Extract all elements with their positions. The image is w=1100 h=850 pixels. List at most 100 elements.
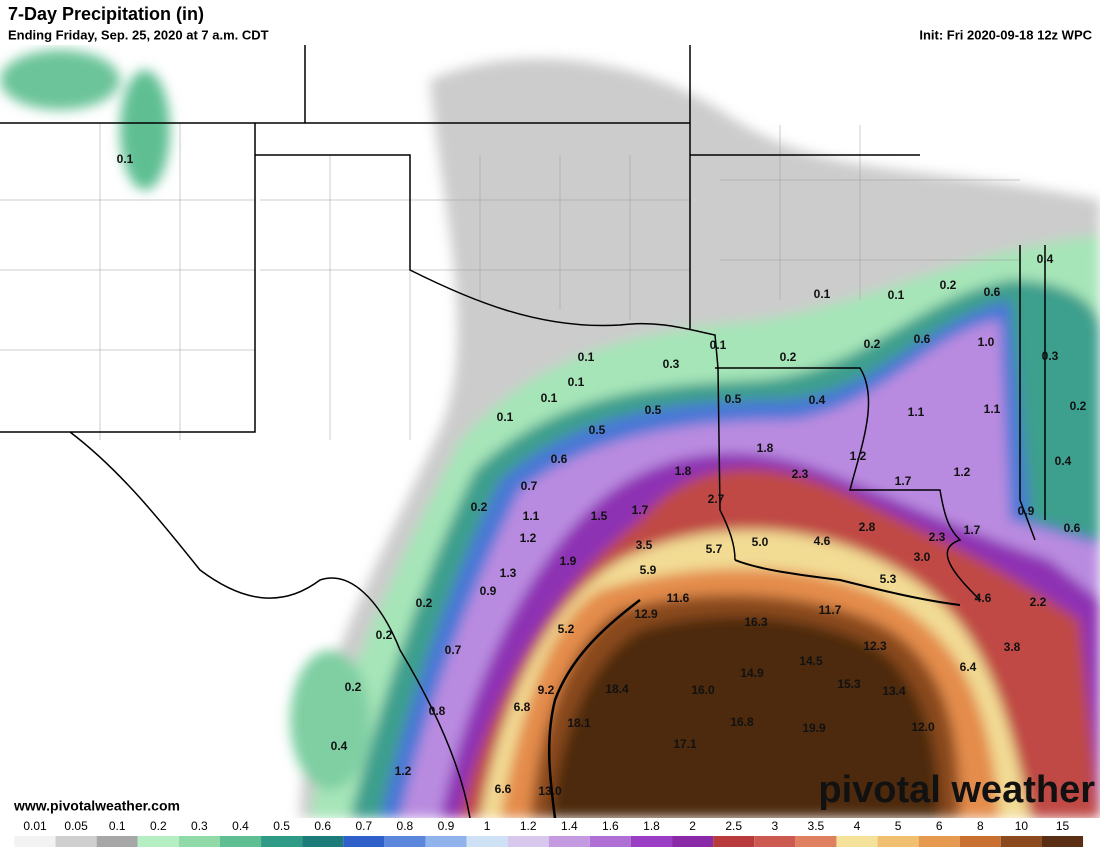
legend-label: 3.5: [808, 819, 825, 833]
precip-label: 0.4: [1055, 454, 1072, 468]
precip-label: 0.2: [471, 500, 488, 514]
legend-swatch: [795, 836, 837, 847]
legend-label: 3: [771, 819, 778, 833]
precip-label: 5.7: [706, 542, 723, 556]
precip-label: 5.9: [640, 563, 657, 577]
texas-coast: [548, 599, 641, 818]
precip-label: 0.2: [780, 350, 797, 364]
legend-label: 1: [484, 819, 491, 833]
legend-label: 0.01: [23, 819, 47, 833]
precip-label: 16.0: [691, 683, 715, 697]
precip-label: 11.6: [667, 591, 690, 605]
precip-label: 1.1: [523, 509, 540, 523]
precip-label: 0.2: [1070, 399, 1087, 413]
precip-label: 1.7: [895, 474, 912, 488]
precip-label: 18.4: [605, 682, 629, 696]
legend-swatch: [137, 836, 179, 847]
precip-label: 1.5: [591, 509, 608, 523]
precip-label: 1.2: [520, 531, 537, 545]
precip-label: 0.1: [497, 410, 514, 424]
legend-swatch: [507, 836, 549, 847]
value-labels: 0.1 0.1 0.1 0.2 0.4 0.6 0.1 0.1 0.3 0.2 0.2 0.6 1.0 0…: [117, 152, 1087, 798]
precip-label: 11.7: [819, 603, 842, 617]
legend-swatch: [1041, 836, 1084, 847]
legend-label: 6: [936, 819, 943, 833]
legend-swatch: [713, 836, 755, 847]
legend-swatch: [672, 836, 714, 847]
precip-label: 1.8: [757, 441, 774, 455]
legend-swatch: [589, 836, 631, 847]
legend-label: 0.8: [397, 819, 414, 833]
legend-label: 0.05: [64, 819, 88, 833]
precip-label: 2.7: [708, 492, 725, 506]
precip-label: 18.1: [567, 716, 591, 730]
precip-label: 0.5: [725, 392, 742, 406]
precip-label: 14.9: [740, 666, 764, 680]
precip-label: 12.0: [911, 720, 935, 734]
precip-label: 6.8: [514, 700, 531, 714]
legend-swatch: [55, 836, 97, 847]
precip-label: 1.9: [560, 554, 577, 568]
precip-label: 1.8: [675, 464, 692, 478]
legend-label: 1.8: [643, 819, 660, 833]
legend-swatch: [302, 836, 344, 847]
precip-label: 0.6: [984, 285, 1001, 299]
legend-swatch: [918, 836, 960, 847]
precip-label: 0.3: [663, 357, 680, 371]
precip-label: 1.2: [954, 465, 971, 479]
precip-label: 0.8: [429, 704, 446, 718]
legend-label: 0.9: [438, 819, 455, 833]
legend-swatch: [261, 836, 303, 847]
legend-label: 10: [1015, 819, 1029, 833]
precip-label: 2.8: [859, 520, 876, 534]
precip-label: 1.2: [395, 764, 412, 778]
precip-label: 0.7: [521, 479, 538, 493]
legend-swatch: [836, 836, 878, 847]
precip-label: 9.2: [538, 683, 555, 697]
precip-field: [0, 50, 1100, 818]
legend-label: 1.4: [561, 819, 578, 833]
legend-swatch: [1000, 836, 1042, 847]
precip-label: 0.4: [331, 739, 348, 753]
precip-label: 5.3: [880, 572, 897, 586]
precip-label: 0.9: [1018, 504, 1035, 518]
precip-label: 1.3: [500, 566, 517, 580]
legend-label: 15: [1056, 819, 1070, 833]
precip-label: 0.9: [480, 584, 497, 598]
precip-label: 0.2: [864, 337, 881, 351]
precip-label: 1.7: [632, 503, 649, 517]
precip-label: 0.4: [809, 393, 826, 407]
precip-label: 0.7: [445, 643, 462, 657]
precip-label: 0.1: [117, 152, 134, 166]
map-subtitle: Ending Friday, Sep. 25, 2020 at 7 a.m. C…: [8, 27, 269, 42]
precip-label: 0.1: [710, 338, 727, 352]
precip-label: 16.8: [730, 715, 754, 729]
legend-label: 0.6: [314, 819, 331, 833]
borders: [0, 45, 1046, 818]
precip-label: 5.0: [752, 535, 769, 549]
precip-label: 15.3: [837, 677, 861, 691]
legend-swatch: [877, 836, 919, 847]
legend-label: 5: [895, 819, 902, 833]
source-url: www.pivotalweather.com: [13, 798, 180, 814]
init-time: Init: Fri 2020-09-18 12z WPC: [919, 27, 1092, 42]
watermark: pivotal weather: [818, 769, 1095, 811]
legend-label: 0.2: [150, 819, 167, 833]
precip-label: 2.3: [792, 467, 809, 481]
precip-label: 0.2: [416, 596, 433, 610]
precip-label: 2.2: [1030, 595, 1047, 609]
precip-label: 0.5: [589, 423, 606, 437]
legend-label: 0.3: [191, 819, 208, 833]
legend-label: 2.5: [725, 819, 742, 833]
precip-label: 0.2: [345, 680, 362, 694]
coastline: [734, 559, 961, 606]
legend-swatch: [548, 836, 590, 847]
legend-swatch: [343, 836, 385, 847]
legend-label: 0.1: [109, 819, 126, 833]
legend-swatch: [425, 836, 467, 847]
precip-label: 13.0: [538, 784, 562, 798]
precip-label: 17.1: [673, 737, 697, 751]
precip-label: 0.6: [1064, 521, 1081, 535]
legend-swatch: [384, 836, 426, 847]
